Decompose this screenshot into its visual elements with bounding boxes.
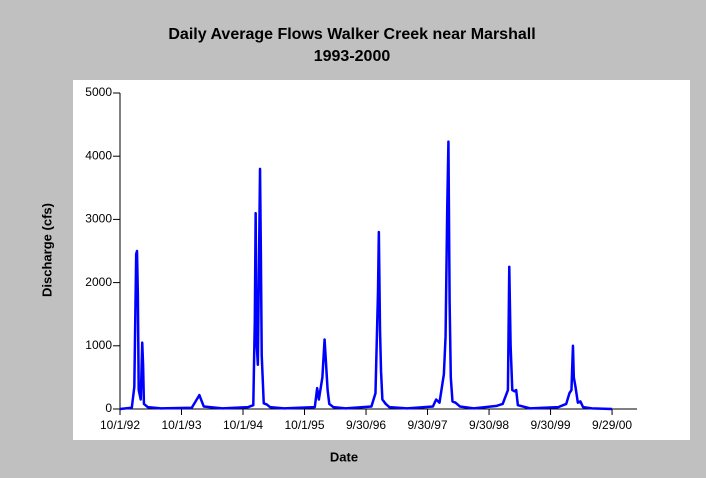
- flow-line: [119, 140, 613, 411]
- y-tick-label: 1000: [85, 338, 112, 352]
- x-axis-label: Date: [330, 449, 358, 464]
- y-axis-label: Discharge (cfs): [39, 203, 54, 297]
- x-tick-label: 10/1/93: [161, 418, 201, 432]
- y-tick-label: 4000: [85, 148, 112, 162]
- y-tick-label: 5000: [85, 85, 112, 99]
- x-tick-label: 9/30/99: [531, 418, 571, 432]
- x-tick-label: 9/30/96: [346, 418, 386, 432]
- y-tick-label: 0: [105, 401, 112, 415]
- x-tick-label: 9/30/98: [469, 418, 509, 432]
- chart-title: Daily Average Flows Walker Creek near Ma…: [168, 26, 535, 43]
- x-tick-label: 9/30/97: [408, 418, 448, 432]
- x-tick-label: 10/1/95: [284, 418, 324, 432]
- x-tick-label: 9/29/00: [592, 418, 632, 432]
- x-tick-label: 10/1/94: [223, 418, 263, 432]
- x-tick-label: 10/1/92: [100, 418, 140, 432]
- y-tick-label: 3000: [85, 212, 112, 226]
- y-tick-label: 2000: [85, 275, 112, 289]
- chart-subtitle: 1993-2000: [314, 48, 391, 65]
